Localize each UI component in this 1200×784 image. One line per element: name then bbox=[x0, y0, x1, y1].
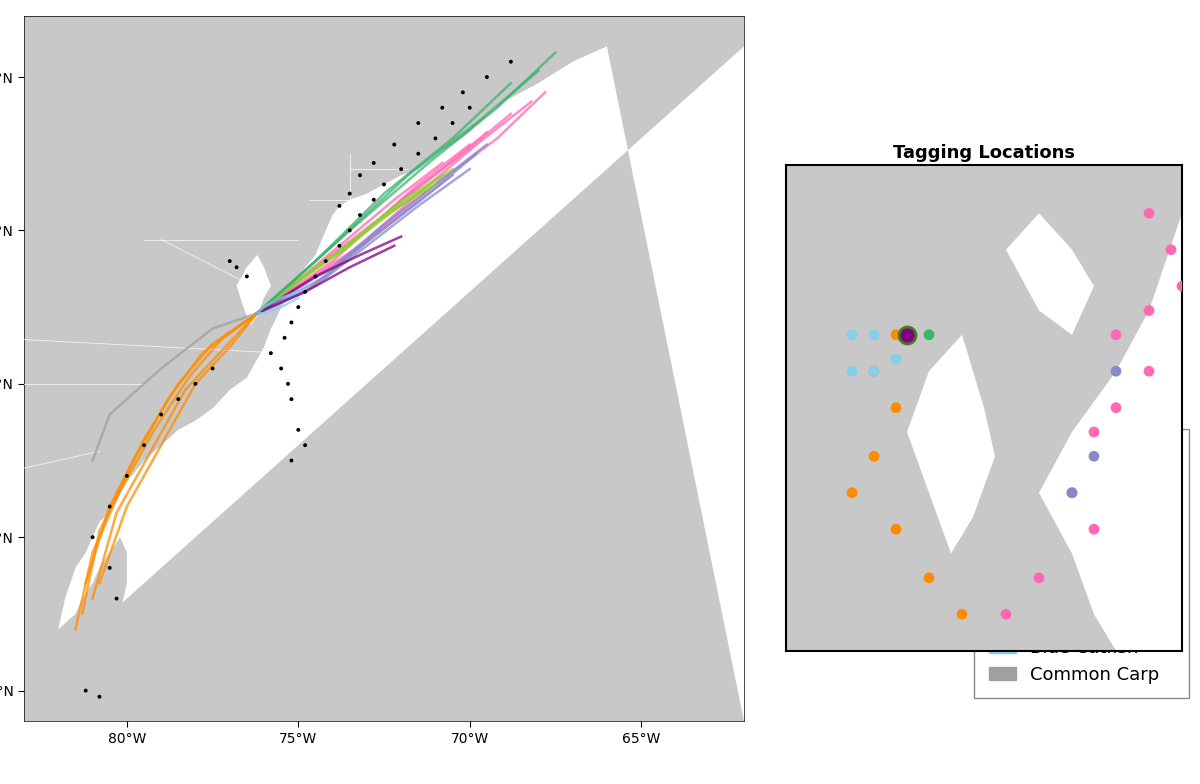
Point bbox=[306, 270, 325, 283]
Point bbox=[426, 132, 445, 145]
Point bbox=[842, 365, 862, 378]
Polygon shape bbox=[24, 46, 744, 721]
Point bbox=[350, 169, 370, 181]
Point bbox=[1085, 450, 1104, 463]
Point bbox=[898, 328, 917, 341]
Point bbox=[295, 285, 314, 298]
Point bbox=[864, 328, 883, 341]
Point bbox=[134, 439, 154, 452]
Point bbox=[478, 71, 497, 83]
Point bbox=[220, 255, 239, 267]
Point bbox=[433, 101, 452, 114]
Point bbox=[1172, 280, 1192, 292]
Point bbox=[1140, 207, 1159, 220]
Point bbox=[282, 316, 301, 328]
Point bbox=[1140, 304, 1159, 317]
Point bbox=[203, 362, 222, 375]
Point bbox=[282, 454, 301, 466]
Point bbox=[887, 523, 906, 535]
Point bbox=[330, 200, 349, 212]
Point bbox=[350, 209, 370, 221]
Point bbox=[107, 592, 126, 604]
Polygon shape bbox=[24, 16, 744, 721]
Point bbox=[340, 187, 359, 200]
Point bbox=[391, 163, 410, 176]
Point bbox=[90, 691, 109, 703]
Point bbox=[1062, 487, 1081, 499]
Point bbox=[409, 117, 428, 129]
Point bbox=[996, 608, 1015, 621]
Point bbox=[864, 365, 883, 378]
Point bbox=[1085, 523, 1104, 535]
Point bbox=[289, 301, 308, 314]
Point bbox=[364, 194, 383, 206]
Point bbox=[919, 328, 938, 341]
Point bbox=[1140, 365, 1159, 378]
Point bbox=[271, 362, 290, 375]
Point bbox=[374, 178, 394, 191]
Point bbox=[864, 365, 883, 378]
Polygon shape bbox=[764, 129, 1200, 675]
Point bbox=[262, 347, 281, 359]
Title: Tagging Locations: Tagging Locations bbox=[893, 143, 1075, 162]
Point bbox=[186, 378, 205, 390]
Point bbox=[278, 378, 298, 390]
Point bbox=[100, 561, 119, 574]
Point bbox=[295, 439, 314, 452]
Point bbox=[238, 270, 257, 283]
Polygon shape bbox=[907, 335, 995, 554]
Point bbox=[1085, 426, 1104, 438]
Legend: Smooth Dogfish, Dusky Shark, Cownose Ray, Striped Bass, Alewife, Horseshoe Crab,: Smooth Dogfish, Dusky Shark, Cownose Ray… bbox=[974, 429, 1188, 698]
Point bbox=[1062, 487, 1081, 499]
Point bbox=[887, 401, 906, 414]
Point bbox=[1106, 365, 1126, 378]
Point bbox=[454, 86, 473, 99]
Point bbox=[76, 684, 95, 697]
Point bbox=[385, 138, 404, 151]
Point bbox=[443, 117, 462, 129]
Point bbox=[330, 239, 349, 252]
Point bbox=[364, 157, 383, 169]
Point bbox=[953, 608, 972, 621]
Point bbox=[316, 255, 335, 267]
Point bbox=[919, 572, 938, 584]
Polygon shape bbox=[1006, 213, 1094, 335]
Point bbox=[460, 101, 479, 114]
Point bbox=[864, 450, 883, 463]
Point bbox=[1030, 572, 1049, 584]
Polygon shape bbox=[236, 255, 271, 325]
Point bbox=[227, 261, 246, 274]
Point bbox=[1106, 401, 1126, 414]
Point bbox=[151, 408, 170, 421]
Point bbox=[502, 56, 521, 68]
Point bbox=[169, 393, 188, 405]
Point bbox=[100, 500, 119, 513]
Point bbox=[842, 487, 862, 499]
Polygon shape bbox=[24, 537, 127, 691]
Point bbox=[1162, 244, 1181, 256]
Point bbox=[1106, 328, 1126, 341]
Point bbox=[842, 328, 862, 341]
Point bbox=[887, 328, 906, 341]
Point bbox=[340, 224, 359, 237]
Polygon shape bbox=[1039, 129, 1182, 651]
Point bbox=[275, 332, 294, 344]
Point bbox=[83, 531, 102, 543]
Point bbox=[118, 470, 137, 482]
Point bbox=[282, 393, 301, 405]
Point bbox=[289, 423, 308, 436]
Point bbox=[409, 147, 428, 160]
Point bbox=[887, 353, 906, 365]
